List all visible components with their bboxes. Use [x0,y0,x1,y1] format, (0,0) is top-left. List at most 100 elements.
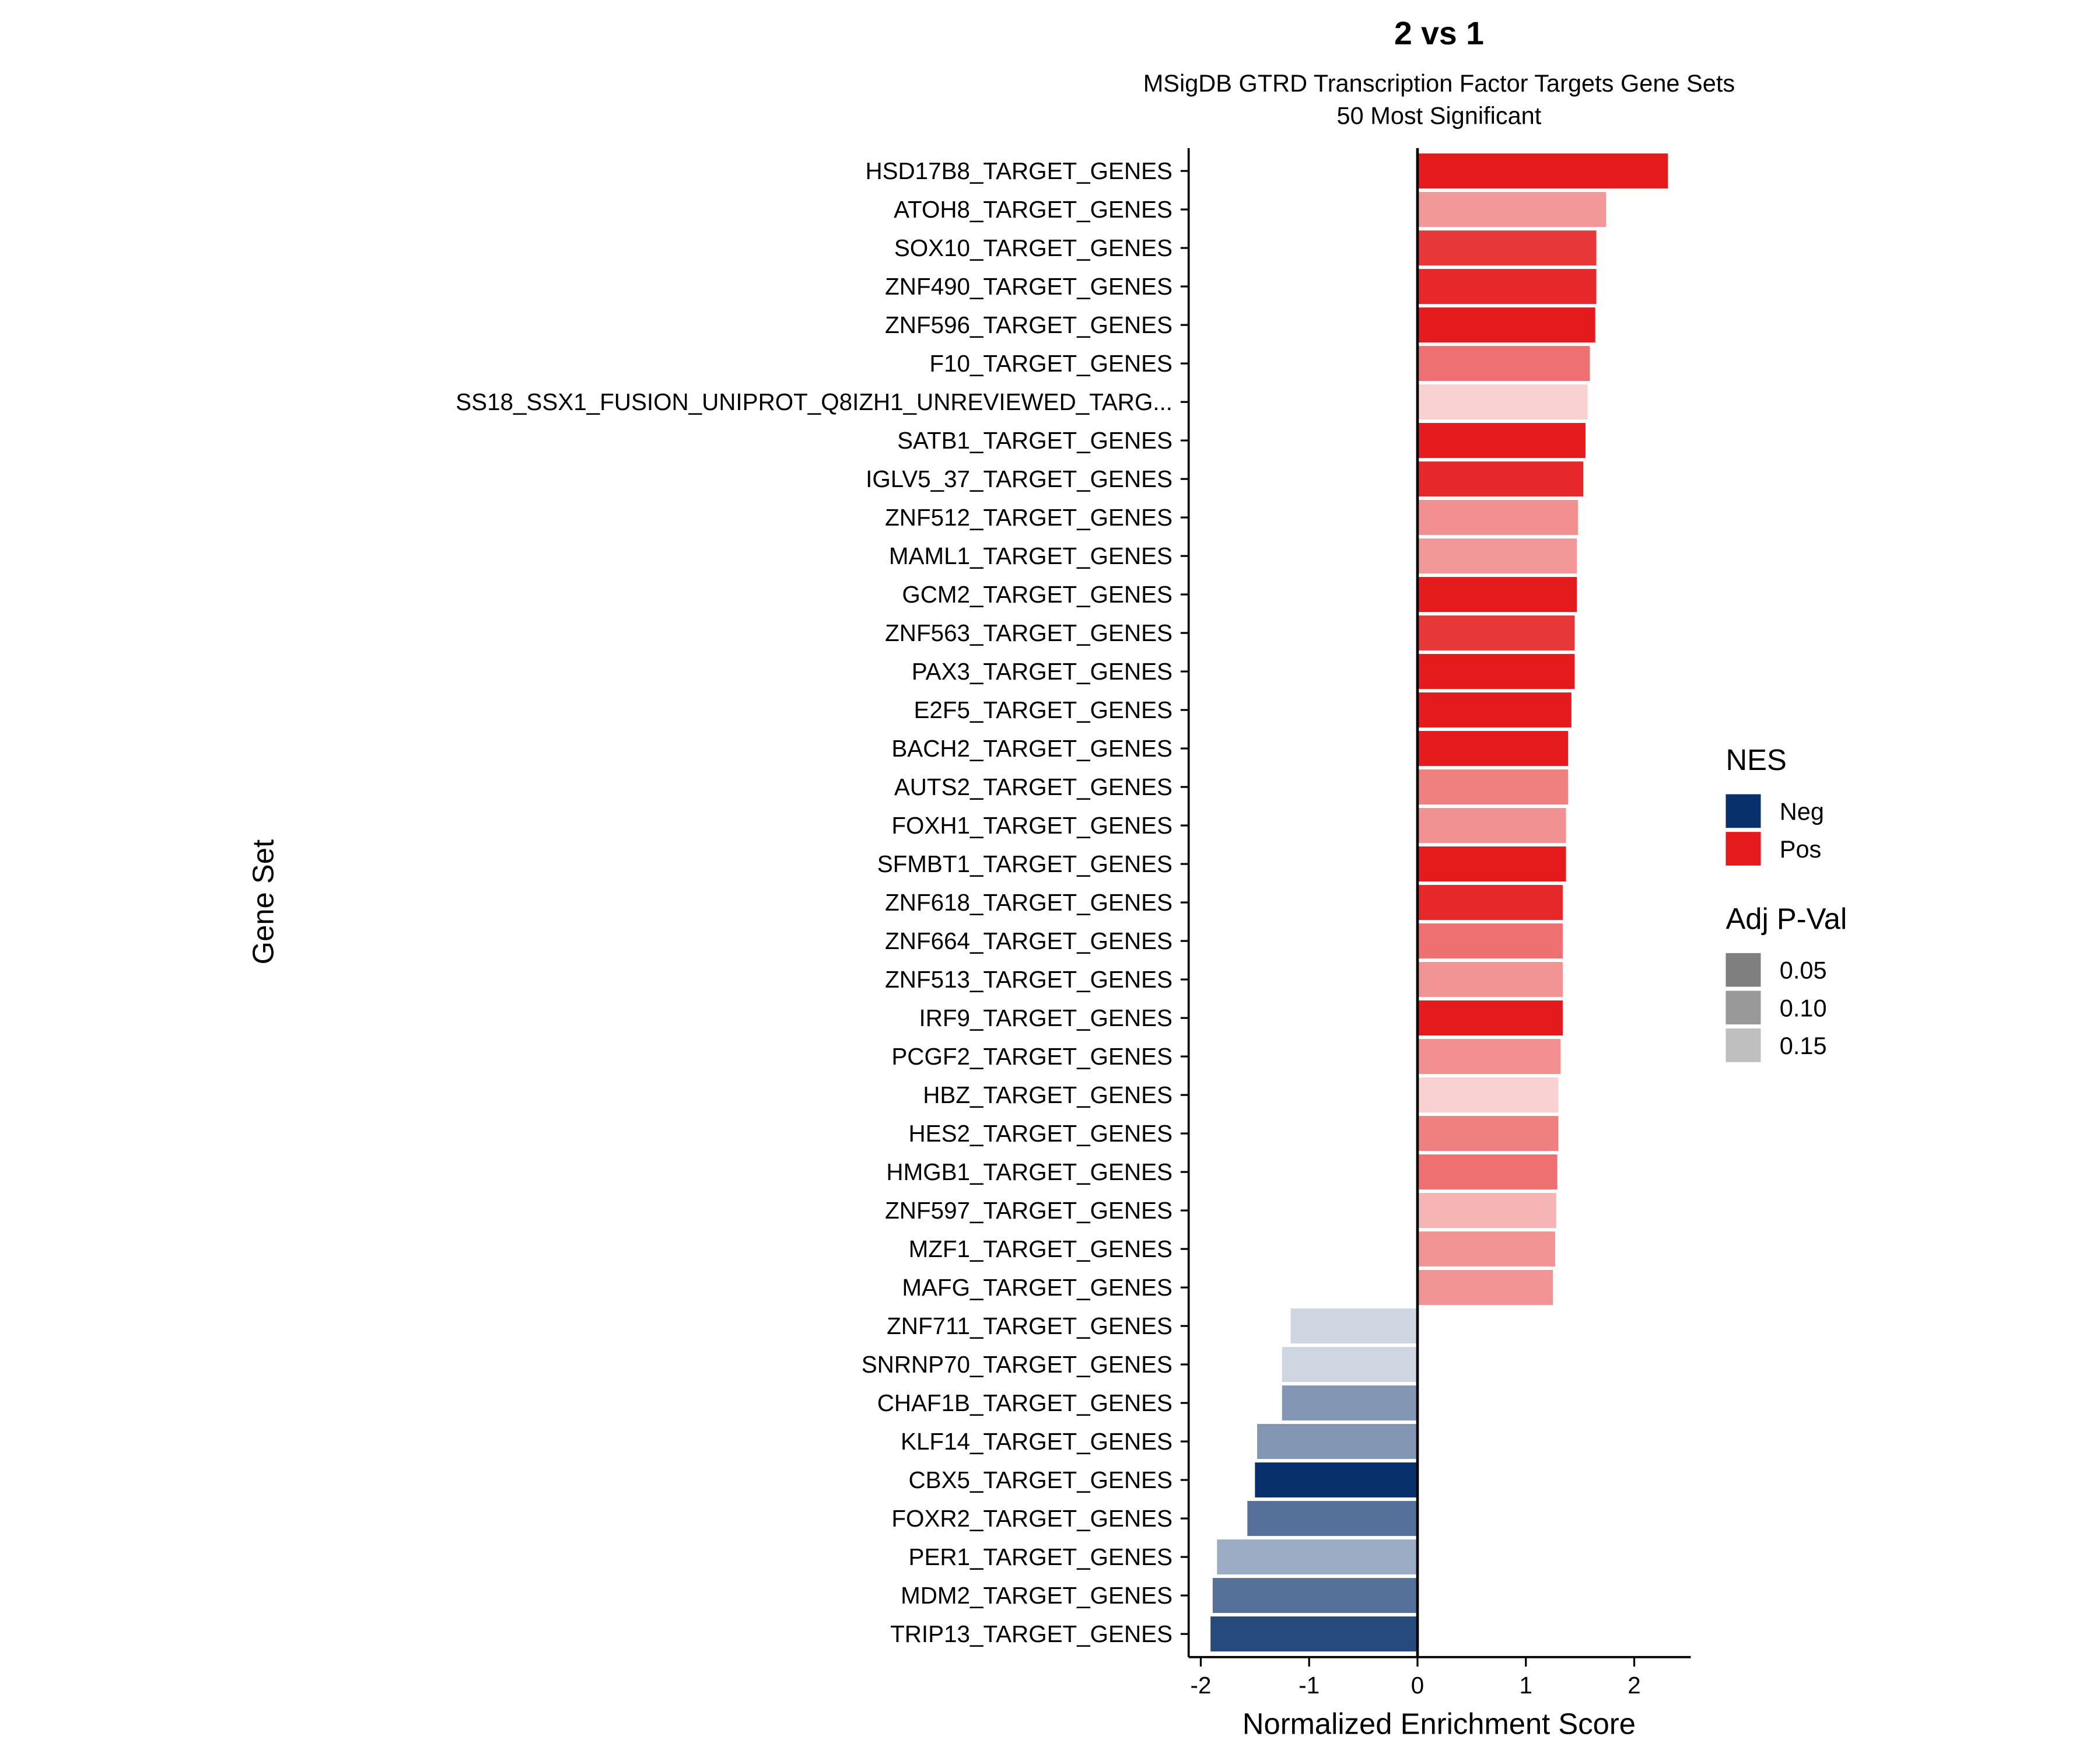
bar-cbx5-target-genes [1255,1462,1418,1498]
y-tick-label: HMGB1_TARGET_GENES [886,1158,1172,1185]
bar-sfmbt1-target-genes [1418,846,1566,882]
legend: NES Neg Pos Adj P-Val 0.05 0.10 0.15 [1726,743,1847,1062]
bar-znf618-target-genes [1418,885,1563,921]
y-tick-label: SS18_SSX1_FUSION_UNIPROT_Q8IZH1_UNREVIEW… [456,388,1172,415]
bar-gcm2-target-genes [1418,577,1577,612]
legend-label-005: 0.05 [1780,957,1827,984]
bar-mzf1-target-genes [1418,1231,1555,1267]
y-tick-label: MZF1_TARGET_GENES [909,1236,1172,1262]
y-tick-label: PCGF2_TARGET_GENES [891,1043,1172,1070]
legend-swatch-005 [1726,953,1761,987]
y-axis-label: Gene Set [246,839,279,964]
y-tick-label: HES2_TARGET_GENES [909,1120,1172,1147]
bar-sox10-target-genes [1418,230,1597,266]
y-tick-label: ZNF512_TARGET_GENES [885,504,1172,531]
x-axis-label: Normalized Enrichment Score [1242,1707,1636,1740]
y-tick-label: SOX10_TARGET_GENES [894,235,1172,261]
y-tick-label: E2F5_TARGET_GENES [914,696,1172,723]
y-tick-label: GCM2_TARGET_GENES [902,581,1172,608]
bar-foxr2-target-genes [1247,1501,1418,1536]
x-tick-label: -2 [1191,1672,1212,1699]
chart-title: 2 vs 1 [1394,15,1484,51]
y-tick-label: PAX3_TARGET_GENES [912,658,1172,685]
bar-znf490-target-genes [1418,269,1597,304]
y-tick-label: CHAF1B_TARGET_GENES [877,1390,1172,1416]
bar-znf664-target-genes [1418,923,1563,959]
bar-pax3-target-genes [1418,654,1575,690]
bar-chaf1b-target-genes [1282,1385,1418,1421]
bar-irf9-target-genes [1418,1000,1563,1036]
y-tick-label: ZNF597_TARGET_GENES [885,1197,1172,1224]
bar-pcgf2-target-genes [1418,1039,1561,1074]
y-tick-label: ZNF490_TARGET_GENES [885,273,1172,300]
y-tick-label: TRIP13_TARGET_GENES [890,1620,1172,1647]
bar-trip13-target-genes [1210,1616,1418,1652]
y-tick-label: SNRNP70_TARGET_GENES [862,1351,1172,1378]
y-tick-label: CBX5_TARGET_GENES [909,1466,1172,1493]
bar-znf512-target-genes [1418,500,1578,536]
y-tick-label: AUTS2_TARGET_GENES [894,774,1172,800]
bar-per1-target-genes [1217,1539,1418,1575]
x-tick-label: 0 [1411,1672,1424,1699]
y-tick-label: ZNF563_TARGET_GENES [885,620,1172,646]
x-axis: -2 -1 0 1 2 [1191,1657,1641,1699]
y-tick-label: ZNF513_TARGET_GENES [885,966,1172,993]
x-tick-label: 1 [1520,1672,1532,1699]
legend-nes-title: NES [1726,743,1786,776]
y-tick-label: HSD17B8_TARGET_GENES [865,158,1172,184]
y-tick-label: HBZ_TARGET_GENES [923,1082,1172,1108]
bar-mdm2-target-genes [1212,1578,1418,1614]
bar-znf711-target-genes [1290,1308,1418,1344]
y-tick-label: IRF9_TARGET_GENES [919,1005,1172,1031]
bar-ss18-ssx1-fusion-uniprot-q8izh1-unreviewed-targ- [1418,384,1588,420]
bar-bach2-target-genes [1418,731,1569,766]
bar-hsd17b8-target-genes [1418,153,1668,189]
y-tick-label: ATOH8_TARGET_GENES [894,196,1172,223]
legend-swatch-pos [1726,832,1761,866]
x-tick-label: -1 [1298,1672,1320,1699]
legend-label-pos: Pos [1780,835,1822,863]
bar-atoh8-target-genes [1418,192,1606,228]
y-tick-label: BACH2_TARGET_GENES [891,735,1172,762]
y-tick-labels: HSD17B8_TARGET_GENES ATOH8_TARGET_GENES SO… [456,158,1189,1647]
bar-znf563-target-genes [1418,615,1575,651]
bar-satb1-target-genes [1418,423,1586,459]
bar-foxh1-target-genes [1418,808,1566,844]
bar-mafg-target-genes [1418,1270,1553,1306]
legend-swatch-010 [1726,991,1761,1025]
y-tick-label: KLF14_TARGET_GENES [901,1428,1172,1455]
y-tick-label: MAFG_TARGET_GENES [902,1274,1172,1301]
y-tick-label: F10_TARGET_GENES [929,350,1172,377]
chart-subtitle-line2: 50 Most Significant [1337,102,1542,129]
y-tick-label: ZNF618_TARGET_GENES [885,889,1172,916]
y-tick-label: FOXH1_TARGET_GENES [891,812,1172,839]
bar-hmgb1-target-genes [1418,1154,1558,1190]
bar-maml1-target-genes [1418,538,1577,574]
bar-snrnp70-target-genes [1282,1347,1418,1382]
y-tick-label: MDM2_TARGET_GENES [901,1582,1172,1609]
y-tick-label: FOXR2_TARGET_GENES [891,1505,1172,1532]
bar-klf14-target-genes [1257,1424,1418,1460]
bar-hes2-target-genes [1418,1116,1559,1152]
bar-hbz-target-genes [1418,1077,1559,1113]
bar-f10-target-genes [1418,346,1590,382]
legend-label-015: 0.15 [1780,1032,1827,1059]
legend-padj-title: Adj P-Val [1726,902,1847,935]
chart-subtitle-line1: MSigDB GTRD Transcription Factor Targets… [1143,69,1735,97]
y-tick-label: ZNF711_TARGET_GENES [887,1312,1172,1339]
bar-znf513-target-genes [1418,962,1563,998]
legend-swatch-015 [1726,1028,1761,1062]
legend-label-010: 0.10 [1780,994,1827,1021]
y-tick-label: PER1_TARGET_GENES [909,1544,1172,1570]
y-tick-label: IGLV5_37_TARGET_GENES [866,466,1172,492]
bar-znf596-target-genes [1418,307,1595,343]
bar-iglv5-37-target-genes [1418,461,1584,497]
legend-label-neg: Neg [1780,797,1824,825]
x-tick-label: 2 [1628,1672,1640,1699]
y-tick-label: SFMBT1_TARGET_GENES [877,850,1172,877]
y-tick-label: ZNF596_TARGET_GENES [885,312,1172,338]
bar-auts2-target-genes [1418,769,1569,805]
bar-znf597-target-genes [1418,1193,1556,1228]
y-tick-label: MAML1_TARGET_GENES [889,542,1172,569]
